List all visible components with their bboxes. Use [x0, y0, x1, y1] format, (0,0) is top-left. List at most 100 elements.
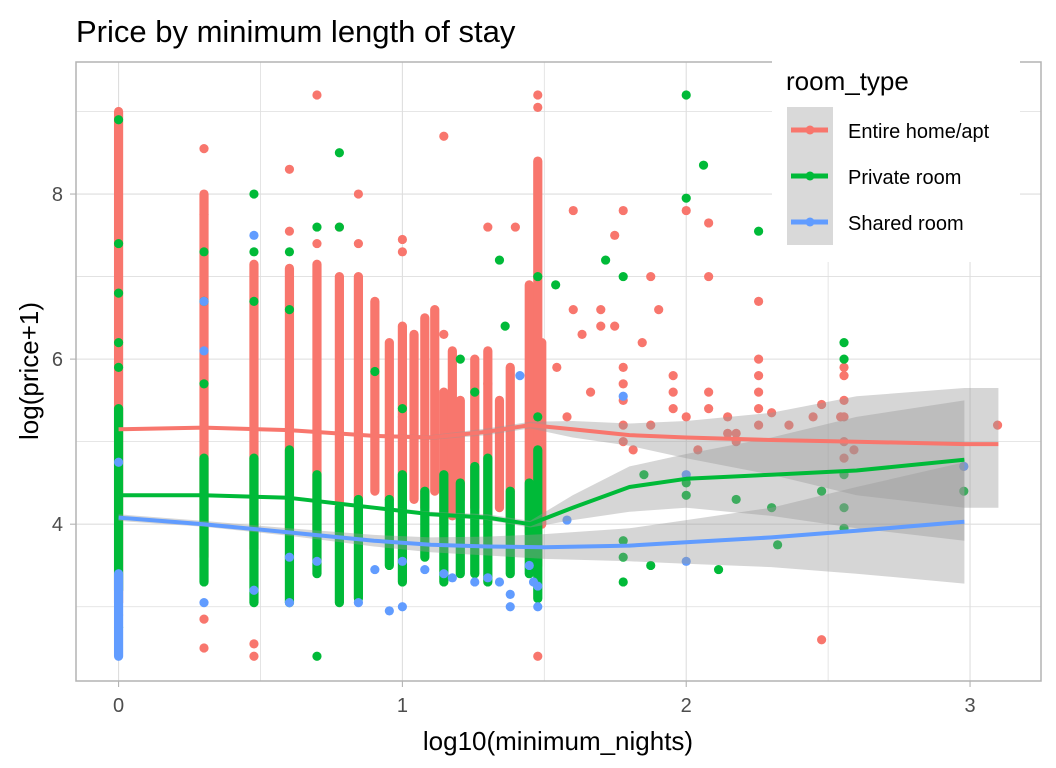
data-point [577, 329, 587, 339]
data-point [704, 271, 714, 282]
data-point [646, 560, 656, 571]
data-point [249, 639, 259, 649]
data-point [568, 205, 578, 216]
data-point [470, 387, 480, 397]
data-point [713, 564, 724, 575]
point-column [505, 486, 515, 579]
point-column [284, 445, 295, 608]
smooth-line-entire-home-apt [118, 423, 999, 447]
data-point [533, 602, 543, 612]
x-tick-label: 1 [397, 695, 408, 717]
data-point [199, 597, 209, 608]
point-column [533, 445, 543, 604]
data-point [618, 271, 628, 282]
data-point [817, 635, 827, 645]
data-point [500, 321, 510, 331]
legend-key-point-shared-room [805, 217, 815, 227]
data-point [753, 354, 764, 364]
point-column [455, 478, 465, 579]
data-point [312, 238, 322, 249]
data-point [646, 420, 656, 430]
data-point [312, 90, 322, 100]
data-point [562, 412, 572, 422]
data-point [510, 222, 520, 232]
data-point [397, 404, 407, 414]
point-column [312, 259, 322, 538]
data-point [533, 271, 543, 282]
data-point [959, 486, 969, 496]
data-point [439, 569, 449, 579]
data-point [693, 445, 703, 455]
data-point [284, 164, 295, 174]
legend-title: room_type [786, 66, 909, 96]
data-point [483, 222, 493, 232]
data-point [199, 247, 209, 257]
data-point [397, 247, 407, 257]
legend: room_type Entire home/apt Private room S… [772, 56, 1020, 262]
data-point [370, 366, 380, 377]
data-point [610, 321, 620, 331]
data-point [113, 238, 124, 249]
data-point [618, 362, 628, 372]
data-point [704, 387, 714, 397]
data-point [284, 226, 295, 236]
data-point [618, 437, 628, 447]
data-point [784, 420, 794, 430]
legend-key-point-private-room [805, 171, 815, 181]
data-point [839, 371, 849, 381]
data-point [199, 296, 209, 306]
data-point [596, 305, 606, 315]
point-column [430, 305, 440, 496]
data-point [585, 387, 596, 397]
point-column [334, 503, 344, 608]
data-point [618, 391, 628, 401]
data-point [753, 387, 764, 397]
data-point [731, 494, 741, 505]
data-point [839, 412, 849, 422]
scatter-points [113, 90, 1003, 661]
data-point [618, 536, 628, 546]
data-point [505, 589, 515, 599]
data-point [515, 371, 525, 381]
point-column [353, 271, 364, 529]
data-point [199, 614, 209, 624]
data-point [618, 420, 628, 430]
data-point [681, 556, 691, 566]
data-point [668, 404, 678, 414]
data-point [113, 115, 124, 125]
point-column [470, 461, 480, 579]
data-point [199, 210, 209, 220]
data-point [113, 338, 124, 348]
series-shared-room [113, 230, 969, 661]
data-point [439, 131, 449, 141]
data-point [618, 577, 628, 587]
data-point [839, 503, 849, 513]
point-column [524, 478, 534, 579]
data-point [455, 354, 465, 364]
y-axis: 4 6 8 [52, 184, 76, 536]
data-point [353, 238, 364, 249]
data-point [551, 280, 561, 290]
y-tick-label: 6 [52, 349, 63, 371]
data-point [839, 453, 849, 463]
data-point [839, 354, 849, 364]
smooth-line-private-room [118, 457, 965, 527]
data-point [533, 651, 543, 661]
y-tick-label: 8 [52, 184, 63, 206]
data-point [753, 226, 764, 236]
data-point [723, 412, 733, 422]
data-point [654, 305, 664, 315]
data-point [312, 222, 322, 232]
data-point [370, 564, 380, 575]
data-point [353, 189, 364, 199]
data-point [681, 412, 691, 422]
data-point [249, 230, 259, 240]
data-point [334, 222, 344, 232]
point-column [483, 453, 493, 587]
legend-item-entire-home: Entire home/apt [791, 121, 990, 143]
data-point [681, 90, 691, 100]
point-column [353, 494, 364, 604]
data-point [505, 602, 515, 612]
data-point [767, 408, 777, 418]
